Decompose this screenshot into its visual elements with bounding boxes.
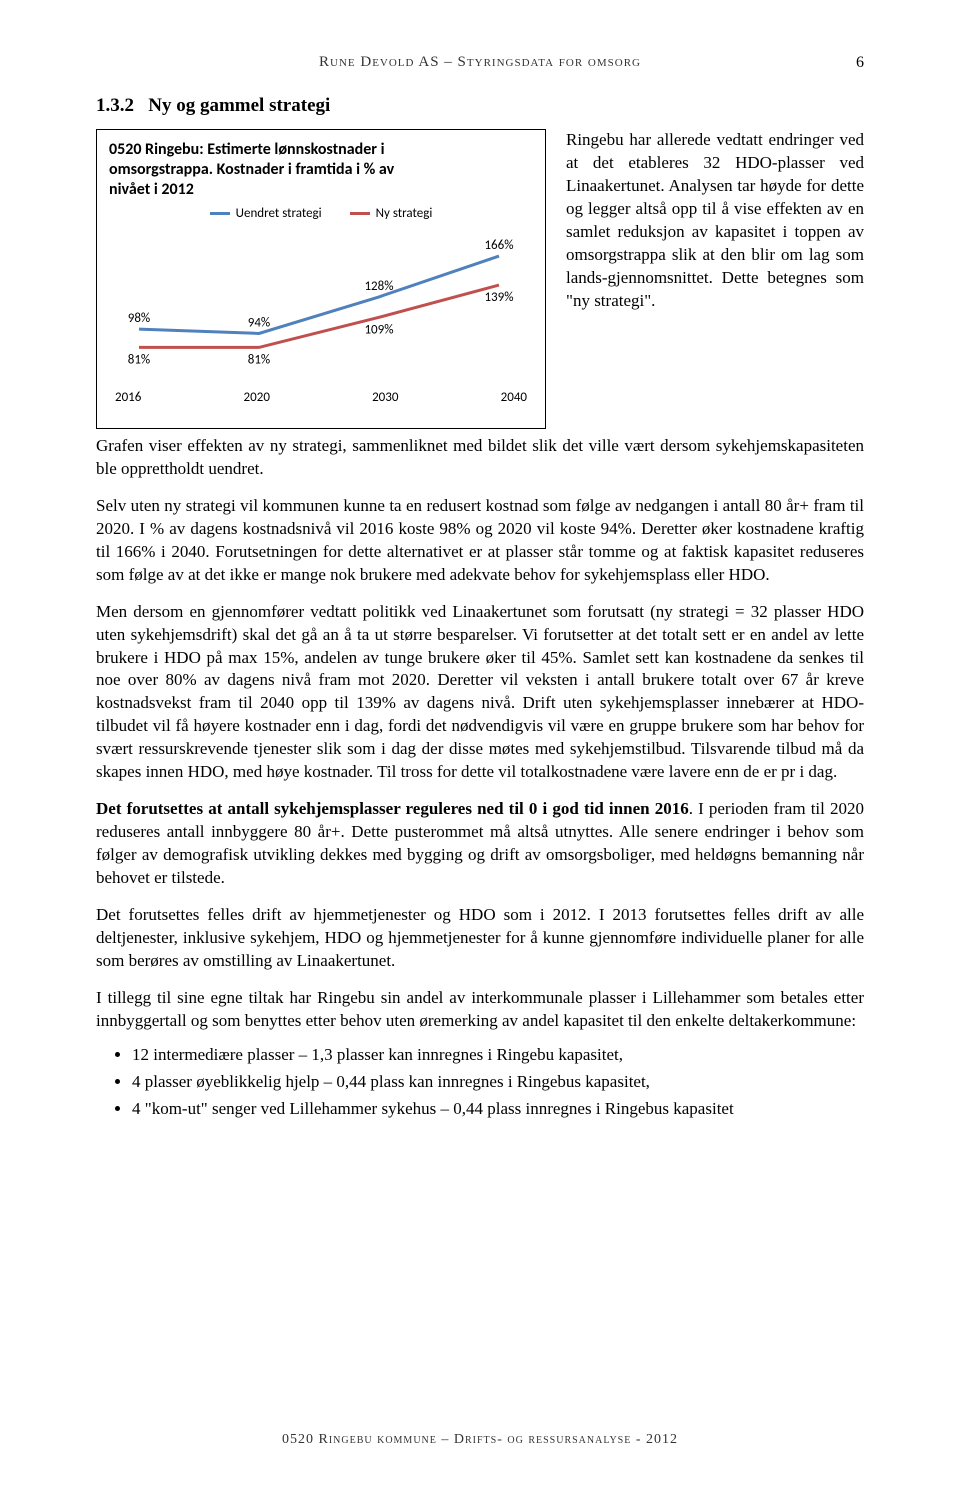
x-tick: 2030 (372, 390, 398, 405)
svg-text:139%: 139% (484, 290, 513, 305)
chart-x-axis: 2016 2020 2030 2040 (109, 388, 533, 405)
chart-legend: Uendret strategi Ny strategi (109, 206, 533, 221)
running-header: Rune Devold AS – Styringsdata for omsorg (96, 54, 864, 71)
bold-sentence: Det forutsettes at antall sykehjemsplass… (96, 799, 689, 818)
bullet-list: 12 intermediære plasser – 1,3 plasser ka… (96, 1041, 864, 1123)
paragraph: Selv uten ny strategi vil kommunen kunne… (96, 495, 864, 587)
section-heading: 1.3.2 Ny og gammel strategi (96, 95, 864, 117)
legend-label: Ny strategi (376, 206, 433, 221)
svg-text:109%: 109% (364, 322, 393, 337)
svg-text:166%: 166% (484, 238, 513, 253)
paragraph: I tillegg til sine egne tiltak har Ringe… (96, 987, 864, 1033)
svg-text:94%: 94% (248, 315, 270, 330)
x-tick: 2020 (244, 390, 270, 405)
list-item: 4 plasser øyeblikkelig hjelp – 0,44 plas… (132, 1068, 864, 1095)
list-item: 4 "kom-ut" senger ved Lillehammer sykehu… (132, 1095, 864, 1122)
legend-swatch (350, 212, 370, 215)
page-number: 6 (856, 54, 864, 72)
legend-label: Uendret strategi (236, 206, 322, 221)
running-footer: 0520 Ringebu kommune – Drifts- og ressur… (0, 1432, 960, 1448)
section-number: 1.3.2 (96, 95, 134, 116)
chart-plot: 98% 94% 128% 166% 81% 81% 109% 139% (109, 223, 529, 388)
x-tick: 2040 (501, 390, 527, 405)
chart-title: 0520 Ringebu: Estimerte lønnskostnader i… (109, 140, 533, 200)
x-tick: 2016 (115, 390, 141, 405)
svg-text:81%: 81% (128, 352, 150, 367)
cost-chart: 0520 Ringebu: Estimerte lønnskostnader i… (96, 129, 546, 429)
svg-text:128%: 128% (364, 279, 393, 294)
legend-item: Ny strategi (350, 206, 433, 221)
legend-item: Uendret strategi (210, 206, 322, 221)
paragraph-lead: Grafen viser effekten av ny strategi, sa… (96, 435, 864, 481)
paragraph: Men dersom en gjennomfører vedtatt polit… (96, 601, 864, 785)
svg-text:98%: 98% (128, 311, 150, 326)
side-paragraph: Ringebu har allerede vedtatt endringer v… (566, 129, 864, 313)
svg-text:81%: 81% (248, 352, 270, 367)
paragraph: Det forutsettes felles drift av hjemmetj… (96, 904, 864, 973)
paragraph: Det forutsettes at antall sykehjemsplass… (96, 798, 864, 890)
list-item: 12 intermediære plasser – 1,3 plasser ka… (132, 1041, 864, 1068)
section-title: Ny og gammel strategi (148, 95, 330, 116)
legend-swatch (210, 212, 230, 215)
